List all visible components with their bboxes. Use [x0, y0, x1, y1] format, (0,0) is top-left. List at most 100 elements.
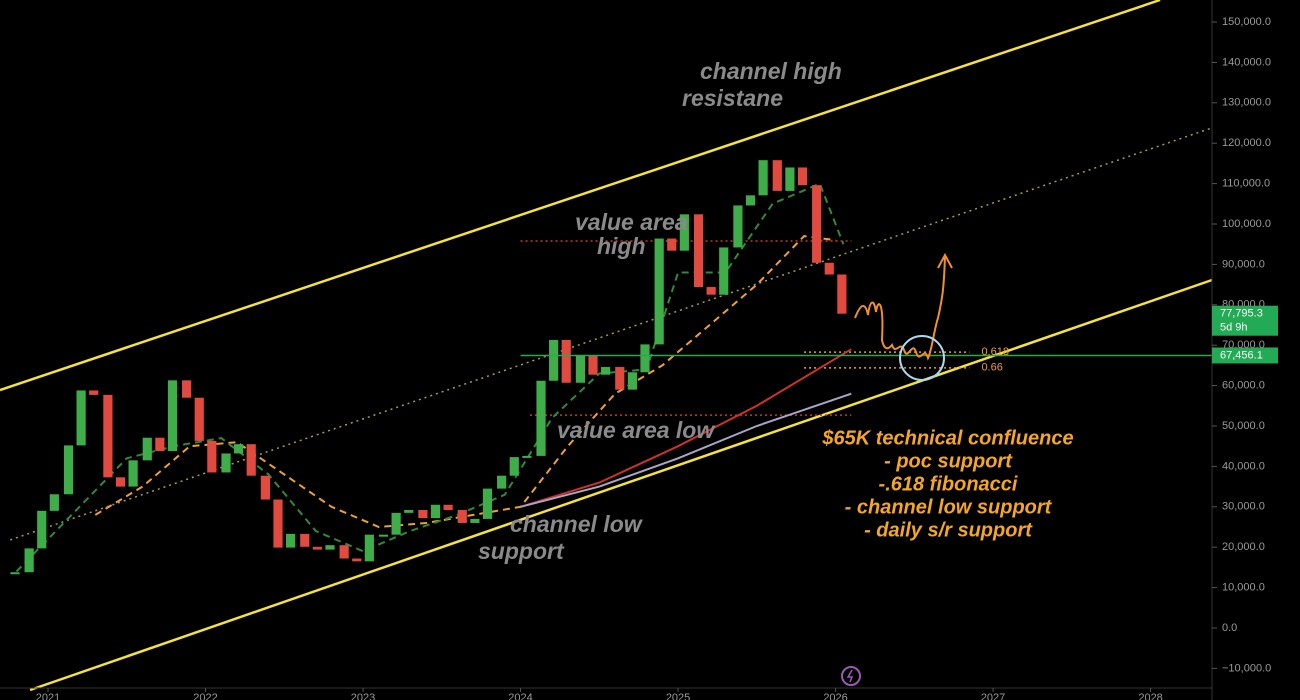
y-tick-label: 40,000.0	[1222, 460, 1265, 472]
candle	[679, 214, 689, 251]
moving-average	[520, 392, 852, 508]
candle	[182, 380, 192, 398]
candle	[575, 355, 585, 383]
y-tick-label: 20,000.0	[1222, 541, 1265, 553]
candle	[103, 394, 113, 478]
candle	[812, 185, 822, 263]
candle	[667, 238, 677, 251]
annotation: - channel low support	[845, 496, 1053, 518]
candle	[300, 533, 310, 547]
candle	[536, 380, 546, 456]
candle	[24, 548, 34, 573]
candle	[706, 287, 716, 295]
candle	[733, 205, 743, 248]
candle	[497, 475, 507, 489]
candle	[246, 444, 256, 476]
x-tick-label: 2022	[193, 692, 217, 700]
candle	[404, 510, 414, 513]
candle	[457, 510, 467, 523]
candle	[837, 274, 847, 314]
x-tick-label: 2025	[666, 692, 690, 700]
x-tick-label: 2028	[1138, 692, 1162, 700]
candle	[63, 445, 74, 495]
candle	[549, 339, 559, 381]
y-tick-label: 90,000.0	[1222, 258, 1265, 270]
annotation: resistane	[682, 85, 783, 111]
candle	[325, 545, 335, 550]
candle	[693, 214, 704, 288]
annotation: -.618 fibonacci	[879, 473, 1018, 495]
candle	[128, 460, 138, 487]
alert-icon-bolt	[846, 669, 854, 683]
x-tick-label: 2024	[508, 692, 532, 700]
annotation: value area	[575, 209, 688, 235]
candle	[522, 455, 532, 458]
candle	[10, 572, 20, 575]
candle	[772, 160, 782, 191]
candle	[719, 247, 729, 295]
candle	[824, 262, 834, 275]
candle	[601, 367, 611, 375]
annotation: channel high	[700, 58, 842, 84]
candle	[745, 195, 756, 206]
candle	[509, 457, 519, 476]
candle	[49, 494, 59, 511]
fib-label: 0.618	[981, 346, 1009, 358]
y-tick-label: 150,000.0	[1222, 16, 1271, 28]
annotation: - daily s/r support	[864, 519, 1033, 541]
candle	[391, 512, 401, 535]
y-tick-label: 140,000.0	[1222, 56, 1271, 68]
candle	[273, 499, 283, 548]
fib-label: 0.66	[981, 362, 1002, 374]
x-tick-label: 2027	[981, 692, 1005, 700]
candle	[482, 488, 493, 519]
candle	[142, 437, 152, 461]
candle	[37, 510, 47, 549]
y-tick-label: 100,000.0	[1222, 218, 1271, 230]
candle	[758, 160, 768, 196]
confluence-circle	[899, 335, 945, 381]
y-tick-label: 30,000.0	[1222, 501, 1265, 513]
x-tick-label: 2023	[351, 692, 375, 700]
candle	[615, 367, 625, 390]
candle	[76, 390, 86, 446]
candle	[470, 518, 480, 523]
candle	[640, 344, 650, 373]
candle	[167, 380, 178, 452]
moving-average	[94, 235, 836, 529]
candle	[797, 167, 808, 186]
y-tick-label: 60,000.0	[1222, 380, 1265, 392]
candle	[418, 510, 428, 519]
candle	[194, 397, 204, 441]
price-label: 77,795.3	[1220, 308, 1263, 320]
y-tick-label: 110,000.0	[1222, 178, 1270, 190]
y-tick-label: −10,000.0	[1222, 662, 1271, 674]
candle	[89, 390, 99, 395]
candle	[115, 477, 126, 487]
channel-line	[0, 0, 1161, 392]
candle	[312, 546, 322, 550]
candle	[443, 504, 453, 511]
candle	[364, 534, 374, 562]
candle	[260, 475, 270, 500]
candle	[339, 545, 349, 559]
price-label: 67,456.1	[1220, 349, 1263, 361]
candle	[155, 437, 165, 452]
annotation: channel low	[510, 511, 644, 537]
candle	[221, 453, 231, 473]
candle	[561, 339, 571, 383]
y-tick-label: 130,000.0	[1222, 97, 1271, 109]
candle	[654, 238, 664, 345]
annotation: - poc support	[884, 450, 1013, 472]
y-tick-label: 120,000.0	[1222, 137, 1271, 149]
y-tick-label: 10,000.0	[1222, 581, 1265, 593]
candle	[785, 167, 795, 191]
alert-icon[interactable]	[841, 666, 861, 686]
y-tick-label: 0.0	[1222, 622, 1237, 634]
candle	[207, 440, 217, 473]
price-label-box	[1212, 305, 1278, 336]
candle	[627, 372, 637, 390]
price-label-box	[1212, 347, 1278, 364]
